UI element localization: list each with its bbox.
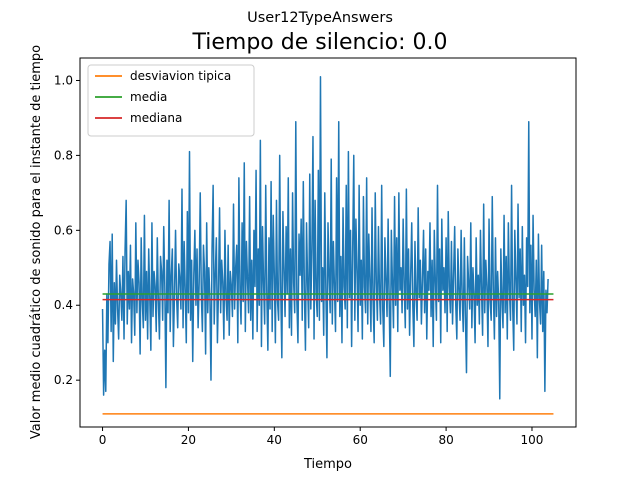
legend-label: desviavion tipica <box>130 69 231 83</box>
legend-label: media <box>130 90 167 104</box>
legend: desviavion tipica media mediana <box>87 64 255 137</box>
chart-title: Tiempo de silencio: 0.0 <box>192 30 448 55</box>
legend-box <box>87 64 255 137</box>
x-tick-label: 20 <box>181 433 196 447</box>
legend-label: mediana <box>130 111 182 125</box>
y-tick-label: 0.4 <box>54 298 73 312</box>
x-tick-label: 60 <box>353 433 368 447</box>
series-line-0 <box>101 75 549 400</box>
x-tick-label: 80 <box>438 433 453 447</box>
y-tick-label: 0.2 <box>54 373 73 387</box>
plot-area <box>101 75 554 415</box>
y-axis: 0.2 0.4 0.6 0.8 1.0 <box>54 73 80 387</box>
x-axis: 0 20 40 60 80 100 <box>99 427 544 447</box>
x-tick-label: 40 <box>267 433 282 447</box>
axes-frame <box>79 57 577 428</box>
x-tick-label: 0 <box>99 433 107 447</box>
x-tick-label: 100 <box>521 433 544 447</box>
y-tick-label: 0.6 <box>54 223 73 237</box>
y-tick-label: 1.0 <box>54 73 73 87</box>
y-axis-label: Valor medio cuadrático de sonido para el… <box>29 45 44 439</box>
x-axis-label: Tiempo <box>303 457 352 472</box>
y-tick-label: 0.8 <box>54 148 73 162</box>
chart-suptitle: User12TypeAnswers <box>247 10 393 26</box>
